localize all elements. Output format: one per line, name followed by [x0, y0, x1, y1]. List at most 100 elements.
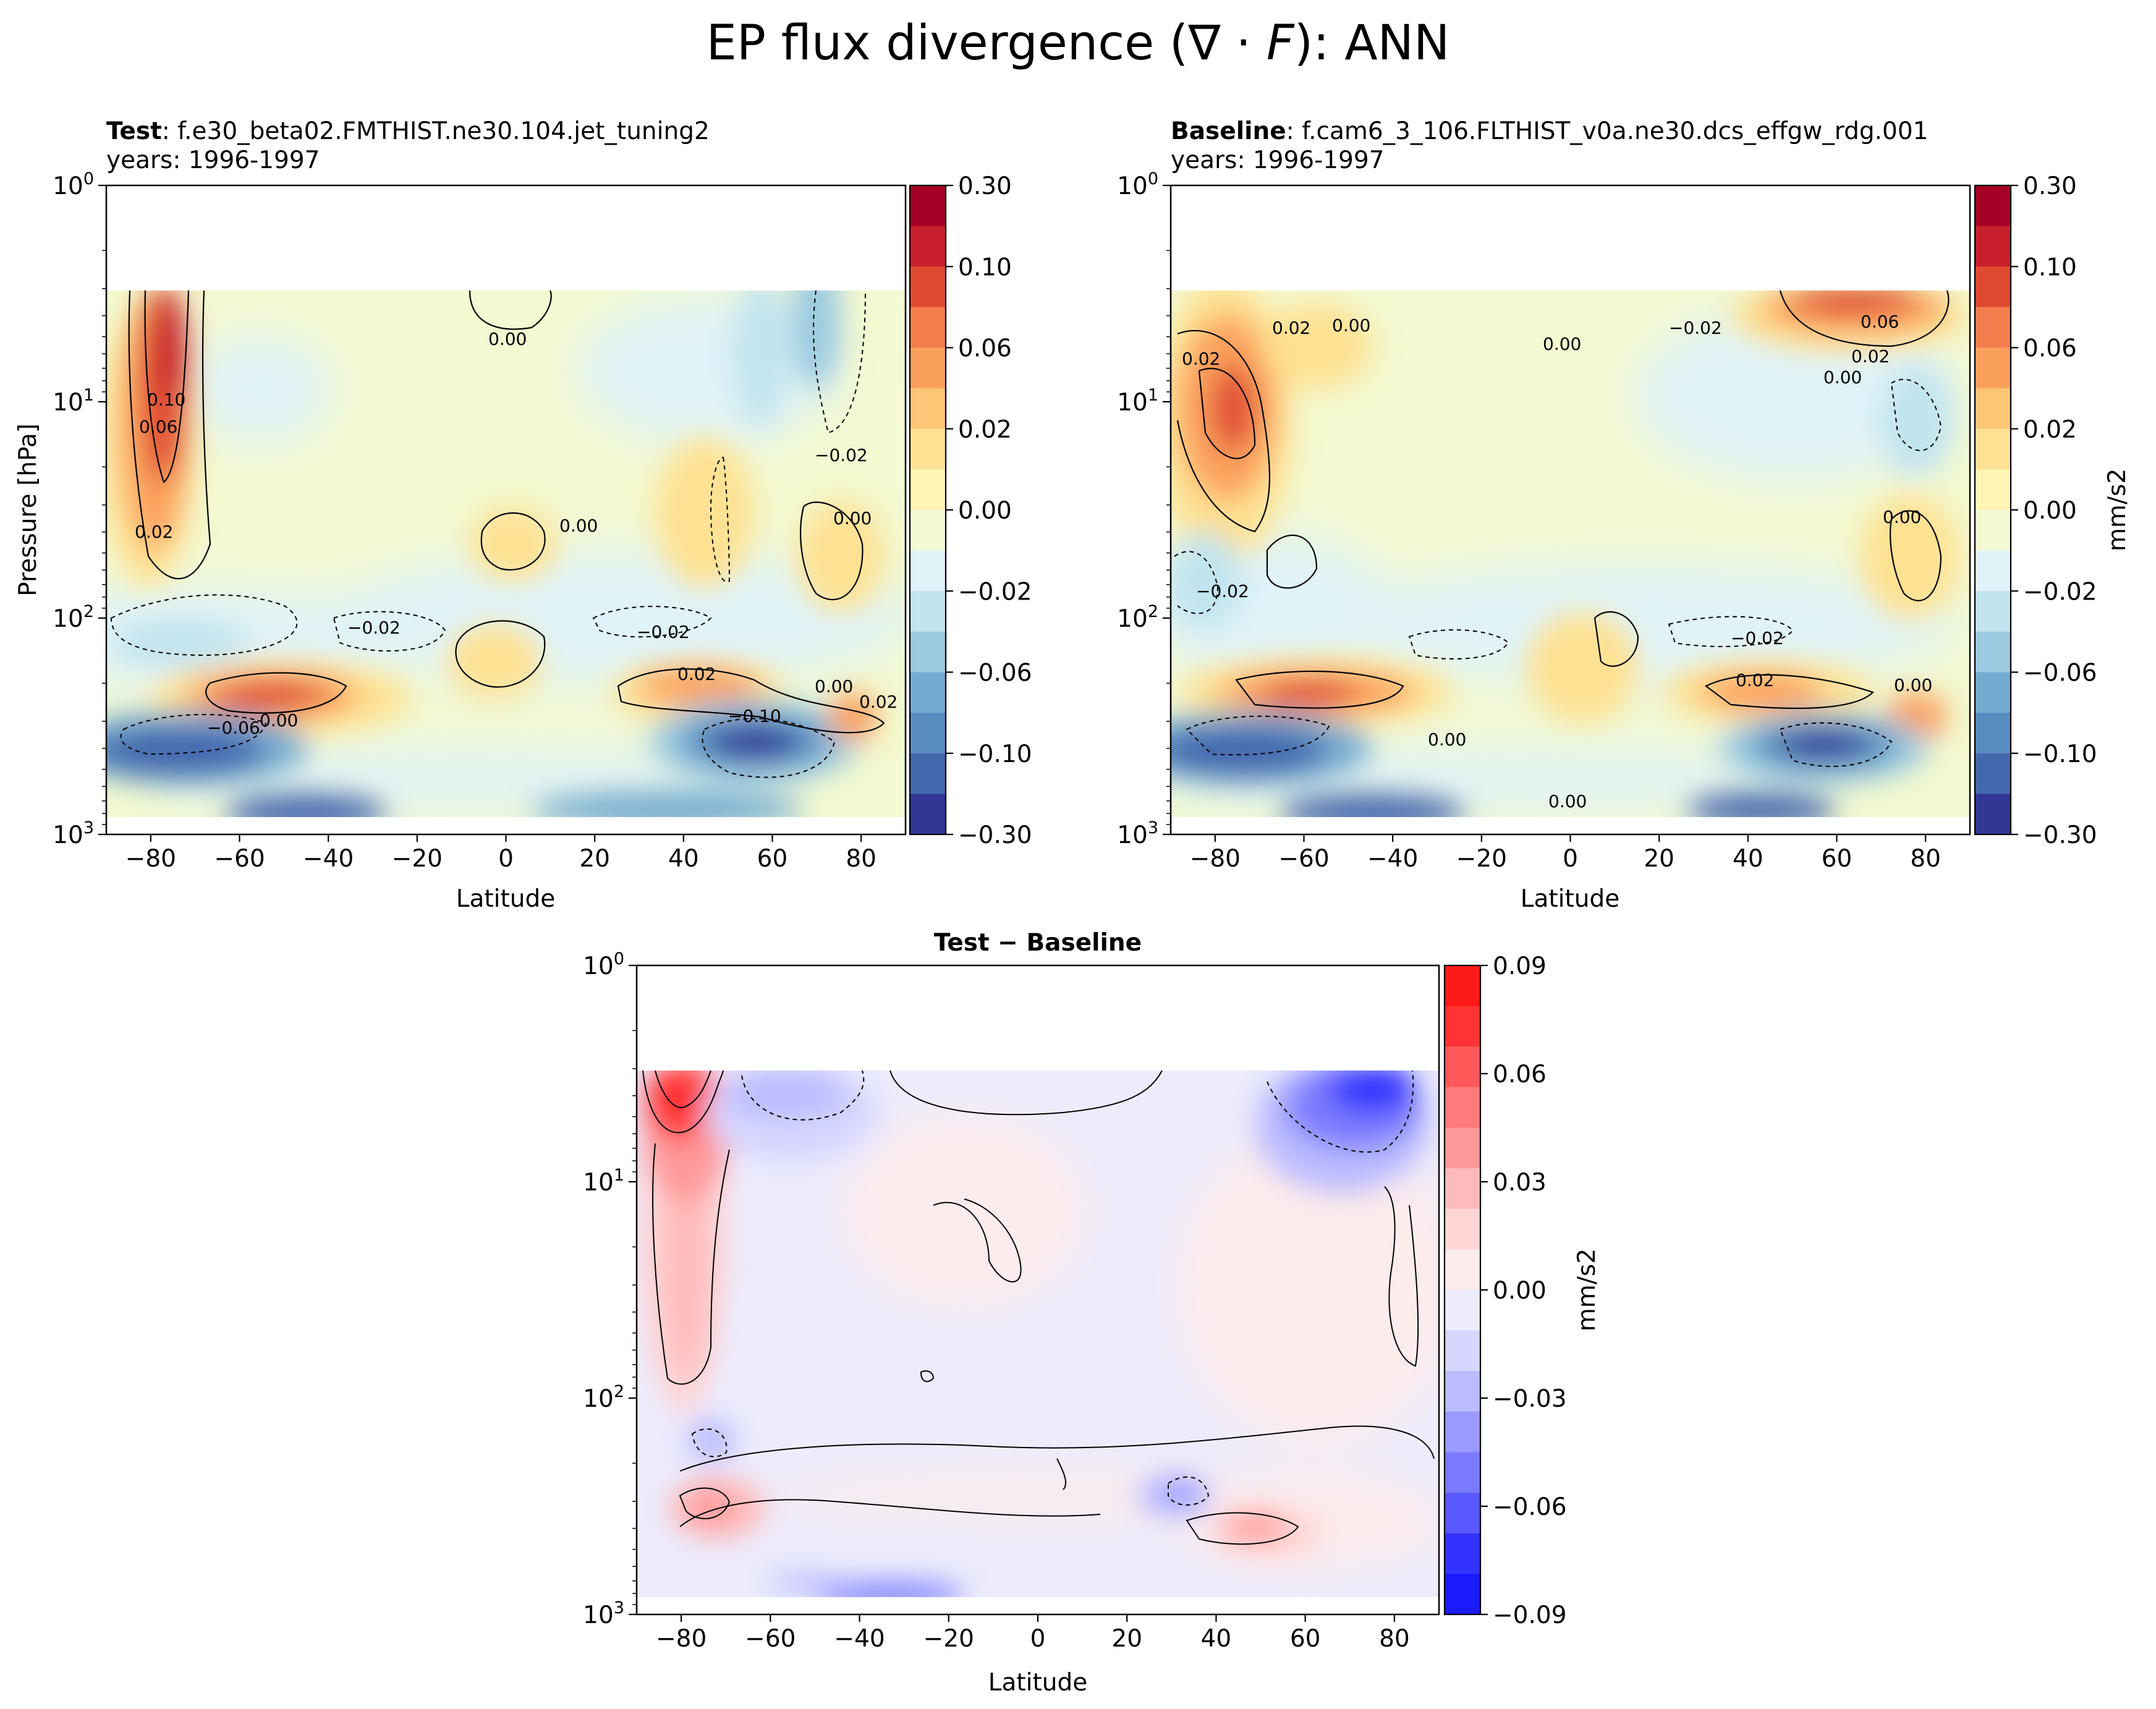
colorbar-level — [1445, 1452, 1480, 1493]
colorbar-level — [910, 266, 946, 308]
colorbar-tick-label: 0.00 — [1493, 1277, 1547, 1305]
contour-label: 0.00 — [833, 508, 872, 528]
panel-baseline-contour-labels: 0.02 0.02 0.00 0.00 −0.02 0.06 0.02 0.00… — [1182, 312, 1932, 812]
colorbar-tick-label: −0.10 — [958, 740, 1032, 768]
colorbar-level — [1975, 226, 2011, 267]
panel-difference-xlabel: Latitude — [988, 1669, 1088, 1697]
colorbar-label: mm/s2 — [2103, 469, 2131, 551]
y-tick-label: 100 — [53, 169, 94, 200]
contour-label: −0.02 — [1196, 581, 1249, 601]
y-tick-label: 102 — [53, 602, 94, 633]
colorbar-level — [910, 510, 946, 551]
colorbar-tick-label: −0.02 — [958, 578, 1032, 606]
colorbar-level — [1975, 469, 2011, 511]
colorbar-level — [1445, 1127, 1480, 1169]
y-tick-label: 103 — [1117, 818, 1158, 849]
colorbar-tick-label: −0.10 — [2023, 740, 2097, 768]
x-tick-label: 40 — [668, 845, 699, 873]
contour-label: −0.02 — [815, 445, 868, 465]
colorbar-level — [1975, 631, 2011, 673]
colorbar-level — [1975, 550, 2011, 592]
x-tick-label: 40 — [1201, 1625, 1232, 1653]
panel-difference-axes: −80 −60 −40 −20 0 20 40 60 80 100 101 102 103 — [583, 949, 1410, 1653]
colorbar-level — [1445, 1046, 1480, 1088]
contour-label: 0.00 — [260, 710, 298, 731]
x-tick-label: 20 — [1111, 1625, 1142, 1653]
x-tick-label: −60 — [745, 1625, 796, 1653]
colorbar-level — [1975, 794, 2011, 835]
y-tick-label: 102 — [583, 1382, 624, 1413]
colorbar-tick-label: 0.10 — [2023, 253, 2077, 281]
y-tick-label: 103 — [583, 1598, 624, 1629]
x-tick-label: −60 — [214, 845, 265, 873]
colorbar-tick-label: 0.30 — [958, 172, 1012, 200]
x-tick-label: −40 — [303, 845, 354, 873]
panel-test: Test: f.e30_beta02.FMTHIST.ne30.104.jet_… — [14, 117, 1032, 913]
x-tick-label: 0 — [1563, 845, 1578, 873]
colorbar-level — [910, 347, 946, 389]
contour-label: 0.02 — [1272, 318, 1310, 338]
colorbar-level — [1975, 185, 2011, 227]
panel-difference-field — [637, 1045, 1439, 1607]
contour-label: 0.10 — [147, 389, 185, 410]
contour-label: 0.06 — [1861, 312, 1899, 332]
colorbar-level — [1975, 591, 2011, 632]
colorbar-level — [1445, 1087, 1480, 1129]
y-tick-label: 101 — [1117, 386, 1158, 417]
contour-label: 0.00 — [1548, 791, 1587, 812]
contour-label: −0.06 — [207, 718, 260, 738]
colorbar-level — [1445, 1493, 1480, 1534]
contour-label: 0.02 — [859, 692, 898, 712]
colorbar-level — [910, 713, 946, 754]
x-tick-label: −80 — [125, 845, 176, 873]
colorbar-level — [910, 388, 946, 430]
x-tick-label: 20 — [1644, 845, 1674, 873]
colorbar-level — [1445, 1533, 1480, 1574]
colorbar-tick-label: −0.06 — [1493, 1493, 1567, 1521]
colorbar-level — [910, 794, 946, 835]
panel-baseline: Baseline: f.cam6_3_106.FLTHIST_v0a.ne30.… — [1117, 117, 2131, 913]
y-tick-label: 100 — [1117, 169, 1158, 200]
colorbar-level — [910, 307, 946, 349]
colorbar-tick-label: 0.00 — [958, 497, 1012, 525]
panel-test-xlabel: Latitude — [456, 885, 556, 913]
colorbar-tick-label: −0.06 — [958, 659, 1032, 687]
x-tick-label: −80 — [1190, 845, 1241, 873]
colorbar-level — [1975, 388, 2011, 430]
panel-baseline-axes: −80 −60 −40 −20 0 20 40 60 80 100 101 102 103 — [1117, 169, 1941, 873]
colorbar-level — [910, 550, 946, 592]
contour-label: 0.02 — [1182, 349, 1220, 369]
panel-baseline-xlabel: Latitude — [1521, 885, 1620, 913]
y-tick-label: 102 — [1117, 602, 1158, 633]
colorbar-level — [910, 631, 946, 673]
x-tick-label: −20 — [1456, 845, 1507, 873]
colorbar-level — [910, 672, 946, 713]
colorbar-level — [910, 428, 946, 470]
x-tick-label: −60 — [1278, 845, 1329, 873]
colorbar-level — [1445, 1290, 1480, 1331]
colorbar-tick-label: 0.09 — [1493, 952, 1547, 980]
colorbar-tick-label: 0.06 — [958, 335, 1012, 363]
colorbar-tick-label: 0.10 — [958, 253, 1012, 281]
x-tick-label: 20 — [579, 845, 610, 873]
colorbar-level — [1975, 266, 2011, 308]
contour-label: 0.02 — [1851, 346, 1890, 367]
contour-label: 0.02 — [677, 664, 716, 684]
contour-label: −0.02 — [347, 617, 401, 638]
panel-test-title: Test: f.e30_beta02.FMTHIST.ne30.104.jet_… — [106, 117, 710, 145]
x-tick-label: −40 — [1367, 845, 1418, 873]
colorbar-level — [1975, 672, 2011, 713]
y-tick-label: 101 — [583, 1166, 624, 1197]
panel-difference-colorbar: 0.09 0.06 0.03 0.00 −0.03 −0.06 −0.09 mm/s2 — [1443, 952, 1601, 1629]
colorbar-level — [1975, 510, 2011, 551]
y-tick-label: 100 — [583, 949, 624, 980]
colorbar-tick-label: 0.02 — [2023, 416, 2077, 444]
x-tick-label: −20 — [923, 1625, 974, 1653]
colorbar-level — [910, 185, 946, 227]
colorbar-tick-label: 0.06 — [1493, 1061, 1547, 1088]
y-tick-label: 101 — [53, 386, 94, 417]
colorbar-tick-label: 0.30 — [2023, 172, 2077, 200]
contour-label: 0.00 — [1823, 367, 1862, 388]
panel-baseline-subtitle: years: 1996-1997 — [1171, 146, 1384, 174]
